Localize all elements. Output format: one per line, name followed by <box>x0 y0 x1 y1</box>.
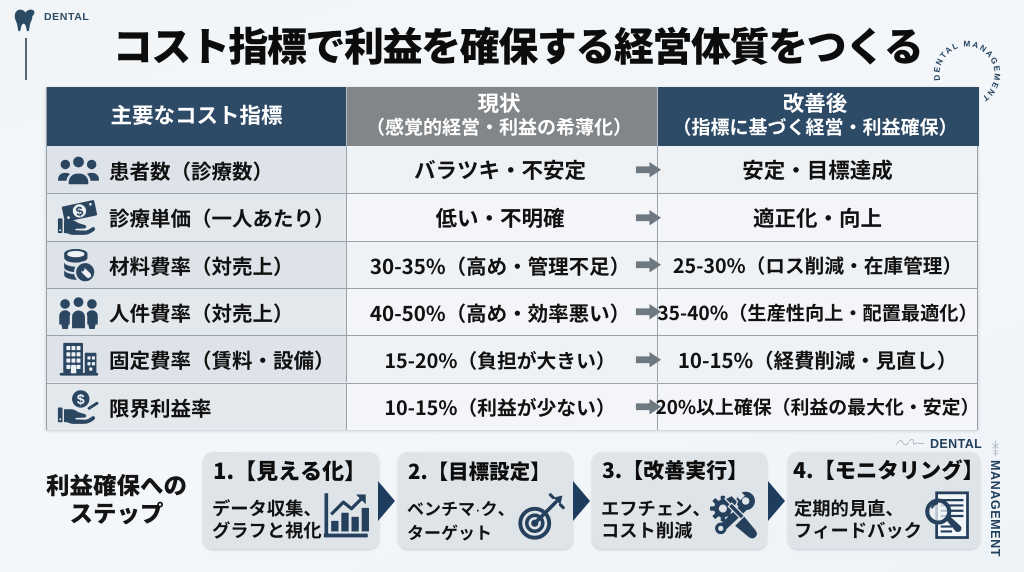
svg-text:DENTAL MANAGEMENT: DENTAL MANAGEMENT <box>932 39 1001 103</box>
svg-text:$: $ <box>74 203 85 219</box>
svg-text:$: $ <box>77 391 85 407</box>
